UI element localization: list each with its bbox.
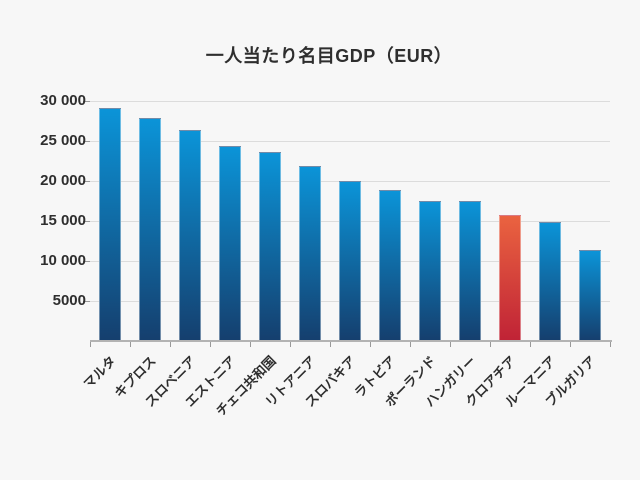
chart-bar — [459, 201, 481, 340]
x-axis-tick — [90, 342, 91, 347]
x-axis-tick — [610, 342, 611, 347]
y-axis-label: 5000 — [52, 292, 86, 309]
x-axis-tick — [410, 342, 411, 347]
y-axis-tick — [83, 261, 90, 262]
chart-bar — [139, 118, 161, 340]
x-axis-tick — [490, 342, 491, 347]
chart-bar-highlight — [499, 215, 521, 340]
x-axis-tick — [330, 342, 331, 347]
y-axis-tick — [83, 101, 90, 102]
y-axis-label: 15 000 — [40, 212, 86, 229]
chart-bar — [539, 222, 561, 340]
chart-bar — [419, 201, 441, 340]
gridline — [90, 101, 610, 102]
chart-bar — [379, 190, 401, 340]
x-axis-tick — [570, 342, 571, 347]
x-axis-tick — [290, 342, 291, 347]
y-axis-label: 10 000 — [40, 252, 86, 269]
chart-bar — [579, 250, 601, 340]
x-axis-tick — [450, 342, 451, 347]
chart-bar — [339, 181, 361, 340]
x-axis-tick — [210, 342, 211, 347]
chart-bar — [299, 166, 321, 340]
x-axis-tick — [250, 342, 251, 347]
chart-bar — [259, 152, 281, 340]
x-axis-tick — [530, 342, 531, 347]
y-axis-tick — [83, 221, 90, 222]
y-axis-tick — [83, 301, 90, 302]
chart-bar — [219, 146, 241, 340]
x-axis-tick — [370, 342, 371, 347]
y-axis-label: 20 000 — [40, 172, 86, 189]
y-axis-label: 30 000 — [40, 92, 86, 109]
chart-bar — [99, 108, 121, 340]
x-axis-tick — [170, 342, 171, 347]
x-axis-line — [90, 340, 612, 342]
y-axis-label: 25 000 — [40, 132, 86, 149]
y-axis-tick — [83, 181, 90, 182]
chart-title: 一人当たり名目GDP（EUR） — [205, 46, 453, 66]
y-axis-tick — [83, 141, 90, 142]
chart-bar — [179, 130, 201, 340]
gridline — [90, 141, 610, 142]
x-axis-tick — [130, 342, 131, 347]
